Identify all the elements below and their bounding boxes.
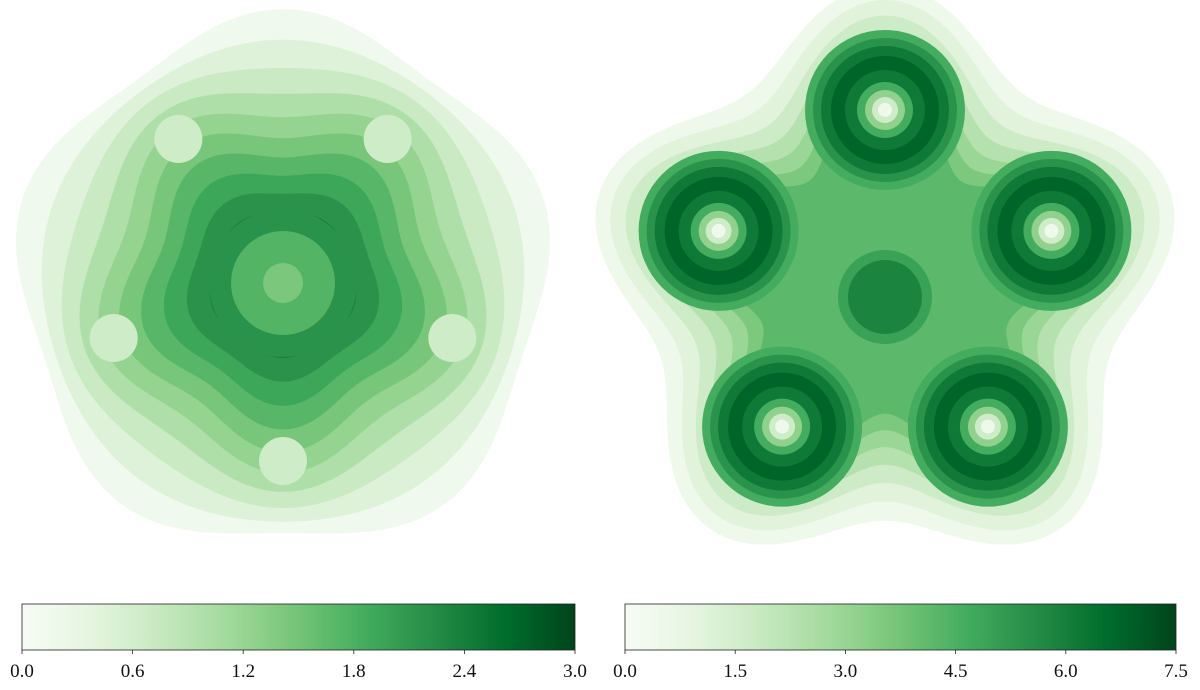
center-ring (263, 263, 303, 303)
rim-notch (154, 115, 203, 163)
colorbar-left-gradient (22, 604, 575, 650)
colorbar-tick-label: 3.0 (563, 661, 587, 682)
rim-notch (89, 314, 138, 362)
colorbar-tick-label: 7.5 (1164, 661, 1188, 682)
colorbar-tick-label: 0.0 (613, 661, 637, 682)
lobe-ring (980, 419, 995, 434)
colorbar-tick-label: 1.5 (723, 661, 747, 682)
lobe-ring (1044, 223, 1059, 238)
lobe-ring (775, 419, 790, 434)
colorbar-right-frame (624, 603, 1177, 651)
colorbar-left-frame (21, 603, 576, 651)
center-spot-core (848, 260, 922, 334)
colorbar-tick-label: 2.4 (453, 661, 477, 682)
colorbar-tick-label: 4.5 (944, 661, 968, 682)
rim-notch (428, 314, 477, 362)
colorbar-tick-label: 3.0 (834, 661, 858, 682)
lobe-ring (878, 103, 892, 117)
colorbar-tick-label: 6.0 (1054, 661, 1078, 682)
contour-panel-left (16, 9, 550, 534)
colorbar-tick-label: 1.8 (342, 661, 366, 682)
rim-notch (363, 115, 412, 163)
colorbar-right-gradient (625, 604, 1176, 650)
colorbar-right: 0.0 1.5 3.0 4.5 6.0 7.5 (613, 603, 1188, 682)
colorbar-tick-label: 0.0 (10, 661, 34, 682)
colorbar-left: 0.0 0.6 1.2 1.8 2.4 3.0 (10, 603, 587, 682)
rim-notch (259, 437, 307, 485)
colorbar-tick-label: 1.2 (231, 661, 255, 682)
colorbar-tick-label: 0.6 (121, 661, 145, 682)
lobe-ring (711, 223, 726, 238)
contour-panel-right (595, 0, 1175, 545)
